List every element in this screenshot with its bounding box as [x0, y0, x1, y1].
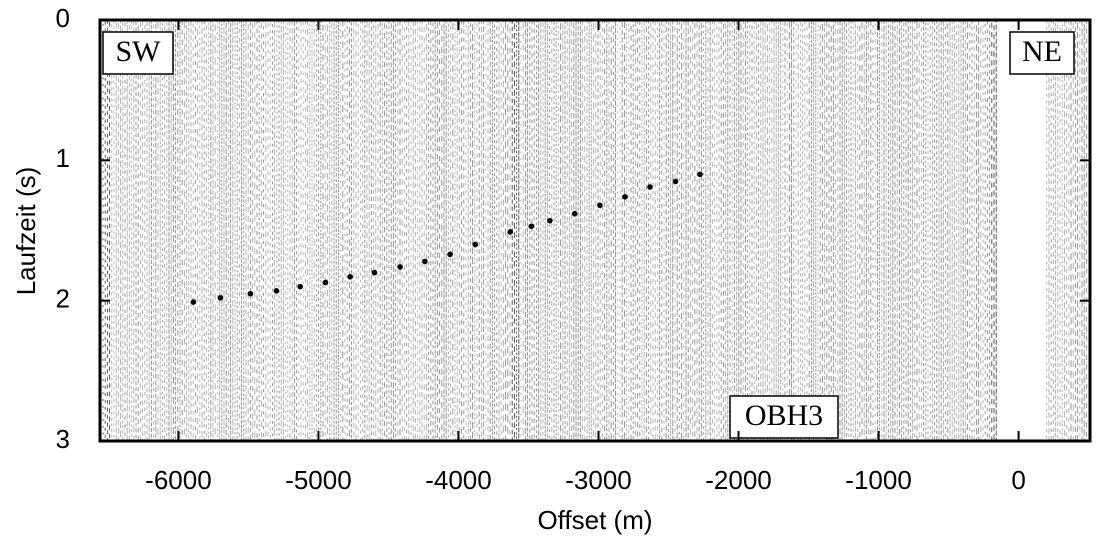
annotation: OBH3 — [745, 399, 823, 432]
y-tick-label: 0 — [56, 3, 70, 33]
pick — [447, 251, 453, 258]
annotation: SW — [116, 35, 162, 68]
x-tick-label: -1000 — [845, 465, 912, 495]
pick — [547, 217, 553, 224]
pick — [247, 290, 254, 297]
label-obh: OBH3 — [729, 395, 839, 439]
pick — [190, 299, 197, 305]
annotation: NE — [1022, 35, 1062, 68]
pick — [507, 229, 514, 235]
x-tick-label: 0 — [1011, 465, 1025, 495]
pick — [472, 241, 479, 248]
pick — [697, 171, 703, 178]
pick — [217, 295, 224, 301]
plot-frame — [98, 18, 1092, 443]
y-tick-label: 2 — [56, 284, 70, 314]
y-tick-label: 3 — [56, 424, 70, 454]
label-box — [1009, 31, 1075, 75]
pick — [571, 210, 578, 217]
pick — [347, 274, 354, 280]
pick — [371, 269, 378, 276]
pick — [322, 279, 329, 286]
pick — [672, 178, 679, 185]
label-box — [102, 31, 174, 75]
x-tick-label: -4000 — [425, 465, 492, 495]
seismic-traces — [102, 20, 1087, 441]
pick — [528, 223, 535, 230]
picks — [190, 171, 703, 305]
pick — [397, 264, 403, 270]
x-tick-label: -2000 — [705, 465, 772, 495]
pick — [297, 283, 304, 290]
x-axis-title: Offset (m) — [537, 505, 652, 535]
pick — [647, 184, 653, 190]
x-tick-label: -6000 — [145, 465, 212, 495]
pick — [422, 258, 428, 265]
y-axis-title: Laufzeit (s) — [11, 167, 41, 296]
x-tick-label: -3000 — [565, 465, 632, 495]
pick — [597, 202, 603, 209]
pick — [273, 288, 280, 294]
x-tick-label: -5000 — [285, 465, 352, 495]
label-sw: SW — [102, 31, 174, 75]
label-ne: NE — [1009, 31, 1075, 75]
pick — [622, 194, 628, 200]
label-box — [729, 395, 839, 439]
y-tick-label: 1 — [56, 143, 70, 173]
